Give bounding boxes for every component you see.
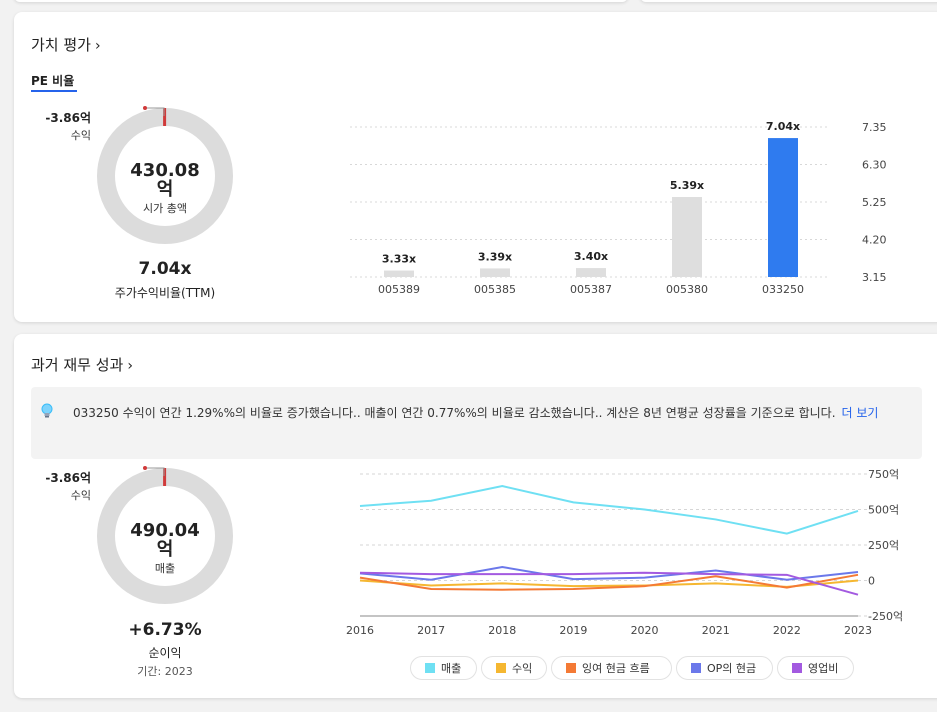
pe-ratio-label: 주가수익비율(TTM) [114, 286, 216, 300]
insight-text-block: 033250 수익이 연간 1.29%%의 비율로 증가했습니다.. 매출이 연… [31, 403, 916, 423]
donut-callout-line [143, 106, 165, 116]
x-tick-label: 005385 [474, 283, 516, 296]
legend-swatch [691, 663, 701, 673]
financial-history-chart: 750억 500억 250억 0 -250억 2016 2017 2018 2019 2020 20… [346, 468, 903, 637]
chevron-right-icon: › [127, 358, 133, 374]
valuation-section-link[interactable]: 가치 평가 › [31, 34, 101, 55]
market-cap-label: 시가 총액 [143, 202, 187, 215]
bar-value-label: 7.04x [766, 120, 800, 133]
y-tick-label: -250억 [868, 610, 903, 623]
legend-swatch [496, 663, 506, 673]
market-cap-unit: 억 [156, 179, 174, 200]
legend-item[interactable]: 매출 [410, 656, 477, 680]
prev-card-left [14, 0, 628, 2]
x-tick-label: 2017 [417, 624, 445, 637]
y-tick-label: 250억 [868, 539, 899, 552]
bar-value-label: 3.40x [574, 250, 608, 263]
net-income-label: 순이익 [148, 646, 182, 660]
more-link[interactable]: 더 보기 [841, 406, 879, 420]
market-cap-value: 430.08 [130, 160, 200, 181]
legend-label: OP의 현금 [707, 662, 757, 675]
x-tick-label: 005380 [666, 283, 708, 296]
legend-label: 영업비 [808, 662, 839, 675]
bar [480, 268, 510, 277]
series-line [359, 485, 859, 535]
x-tick-label: 2020 [631, 624, 659, 637]
revenue-unit: 억 [156, 539, 174, 560]
performance-title: 과거 재무 성과 [31, 356, 124, 374]
bar-value-label: 5.39x [670, 179, 704, 192]
tab-pe-ratio-label: PE 비율 [31, 74, 75, 88]
donut-earnings-label: 수익 [70, 489, 91, 502]
pe-comparison-chart: 7.35 6.30 5.25 4.20 3.15 3.33x 005389 3.39x 0053… [350, 120, 887, 296]
x-tick-label: 2018 [488, 624, 516, 637]
legend-label: 매출 [441, 662, 462, 675]
y-tick-label: 750억 [868, 468, 899, 481]
revenue-donut [97, 468, 233, 604]
series-line [359, 571, 859, 596]
legend-swatch [792, 663, 802, 673]
donut-earnings-label: 수익 [70, 129, 91, 142]
legend-label: 수익 [512, 662, 533, 675]
y-tick-label: 0 [868, 575, 875, 588]
performance-section-link[interactable]: 과거 재무 성과 › [31, 354, 133, 375]
legend-swatch [566, 663, 576, 673]
tab-active-indicator [31, 90, 77, 92]
x-tick-label: 2016 [346, 624, 374, 637]
legend-swatch [425, 663, 435, 673]
revenue-value: 490.04 [130, 520, 200, 541]
bar-value-label: 3.39x [478, 250, 512, 263]
bar [768, 138, 798, 277]
lightbulb-icon [41, 403, 53, 418]
y-tick-label: 5.25 [862, 196, 887, 209]
x-tick-label: 2023 [844, 624, 872, 637]
bar [672, 197, 702, 277]
bar [384, 270, 414, 277]
insight-text: 033250 수익이 연간 1.29%%의 비율로 증가했습니다.. 매출이 연… [73, 406, 836, 420]
x-tick-label: 005387 [570, 283, 612, 296]
insight-box [31, 387, 922, 459]
prev-card-right [640, 0, 937, 2]
bar [576, 268, 606, 277]
series-line [359, 573, 859, 591]
tab-pe-ratio[interactable]: PE 비율 [31, 72, 74, 89]
y-tick-label: 7.35 [862, 121, 887, 134]
chevron-right-icon: › [94, 38, 101, 54]
legend-label: 잉여 현금 흐름 [582, 662, 650, 675]
legend-item[interactable]: 영업비 [777, 656, 854, 680]
net-income-growth-value: +6.73% [128, 620, 202, 640]
x-tick-label: 2022 [773, 624, 801, 637]
legend-item[interactable]: 수익 [481, 656, 547, 680]
donut-earnings-value: -3.86억 [45, 111, 91, 125]
y-tick-label: 500억 [868, 504, 899, 517]
y-tick-label: 6.30 [862, 159, 887, 172]
market-cap-donut [97, 108, 233, 244]
x-tick-label: 005389 [378, 283, 420, 296]
donut-earnings-value: -3.86억 [45, 471, 91, 485]
revenue-label: 매출 [154, 562, 176, 575]
y-tick-label: 4.20 [862, 234, 887, 247]
legend-item[interactable]: 잉여 현금 흐름 [551, 656, 672, 680]
x-tick-label: 033250 [762, 283, 804, 296]
series-line [359, 565, 859, 581]
pe-ratio-value: 7.04x [138, 259, 192, 279]
bar-value-label: 3.33x [382, 253, 416, 266]
legend-item[interactable]: OP의 현금 [676, 656, 773, 680]
valuation-title: 가치 평가 [31, 36, 91, 54]
series-line [359, 579, 859, 588]
x-tick-label: 2019 [559, 624, 587, 637]
y-tick-label: 3.15 [862, 271, 887, 284]
period-label: 기간: 2023 [137, 665, 193, 678]
x-tick-label: 2021 [702, 624, 730, 637]
donut-callout-line [143, 466, 165, 476]
